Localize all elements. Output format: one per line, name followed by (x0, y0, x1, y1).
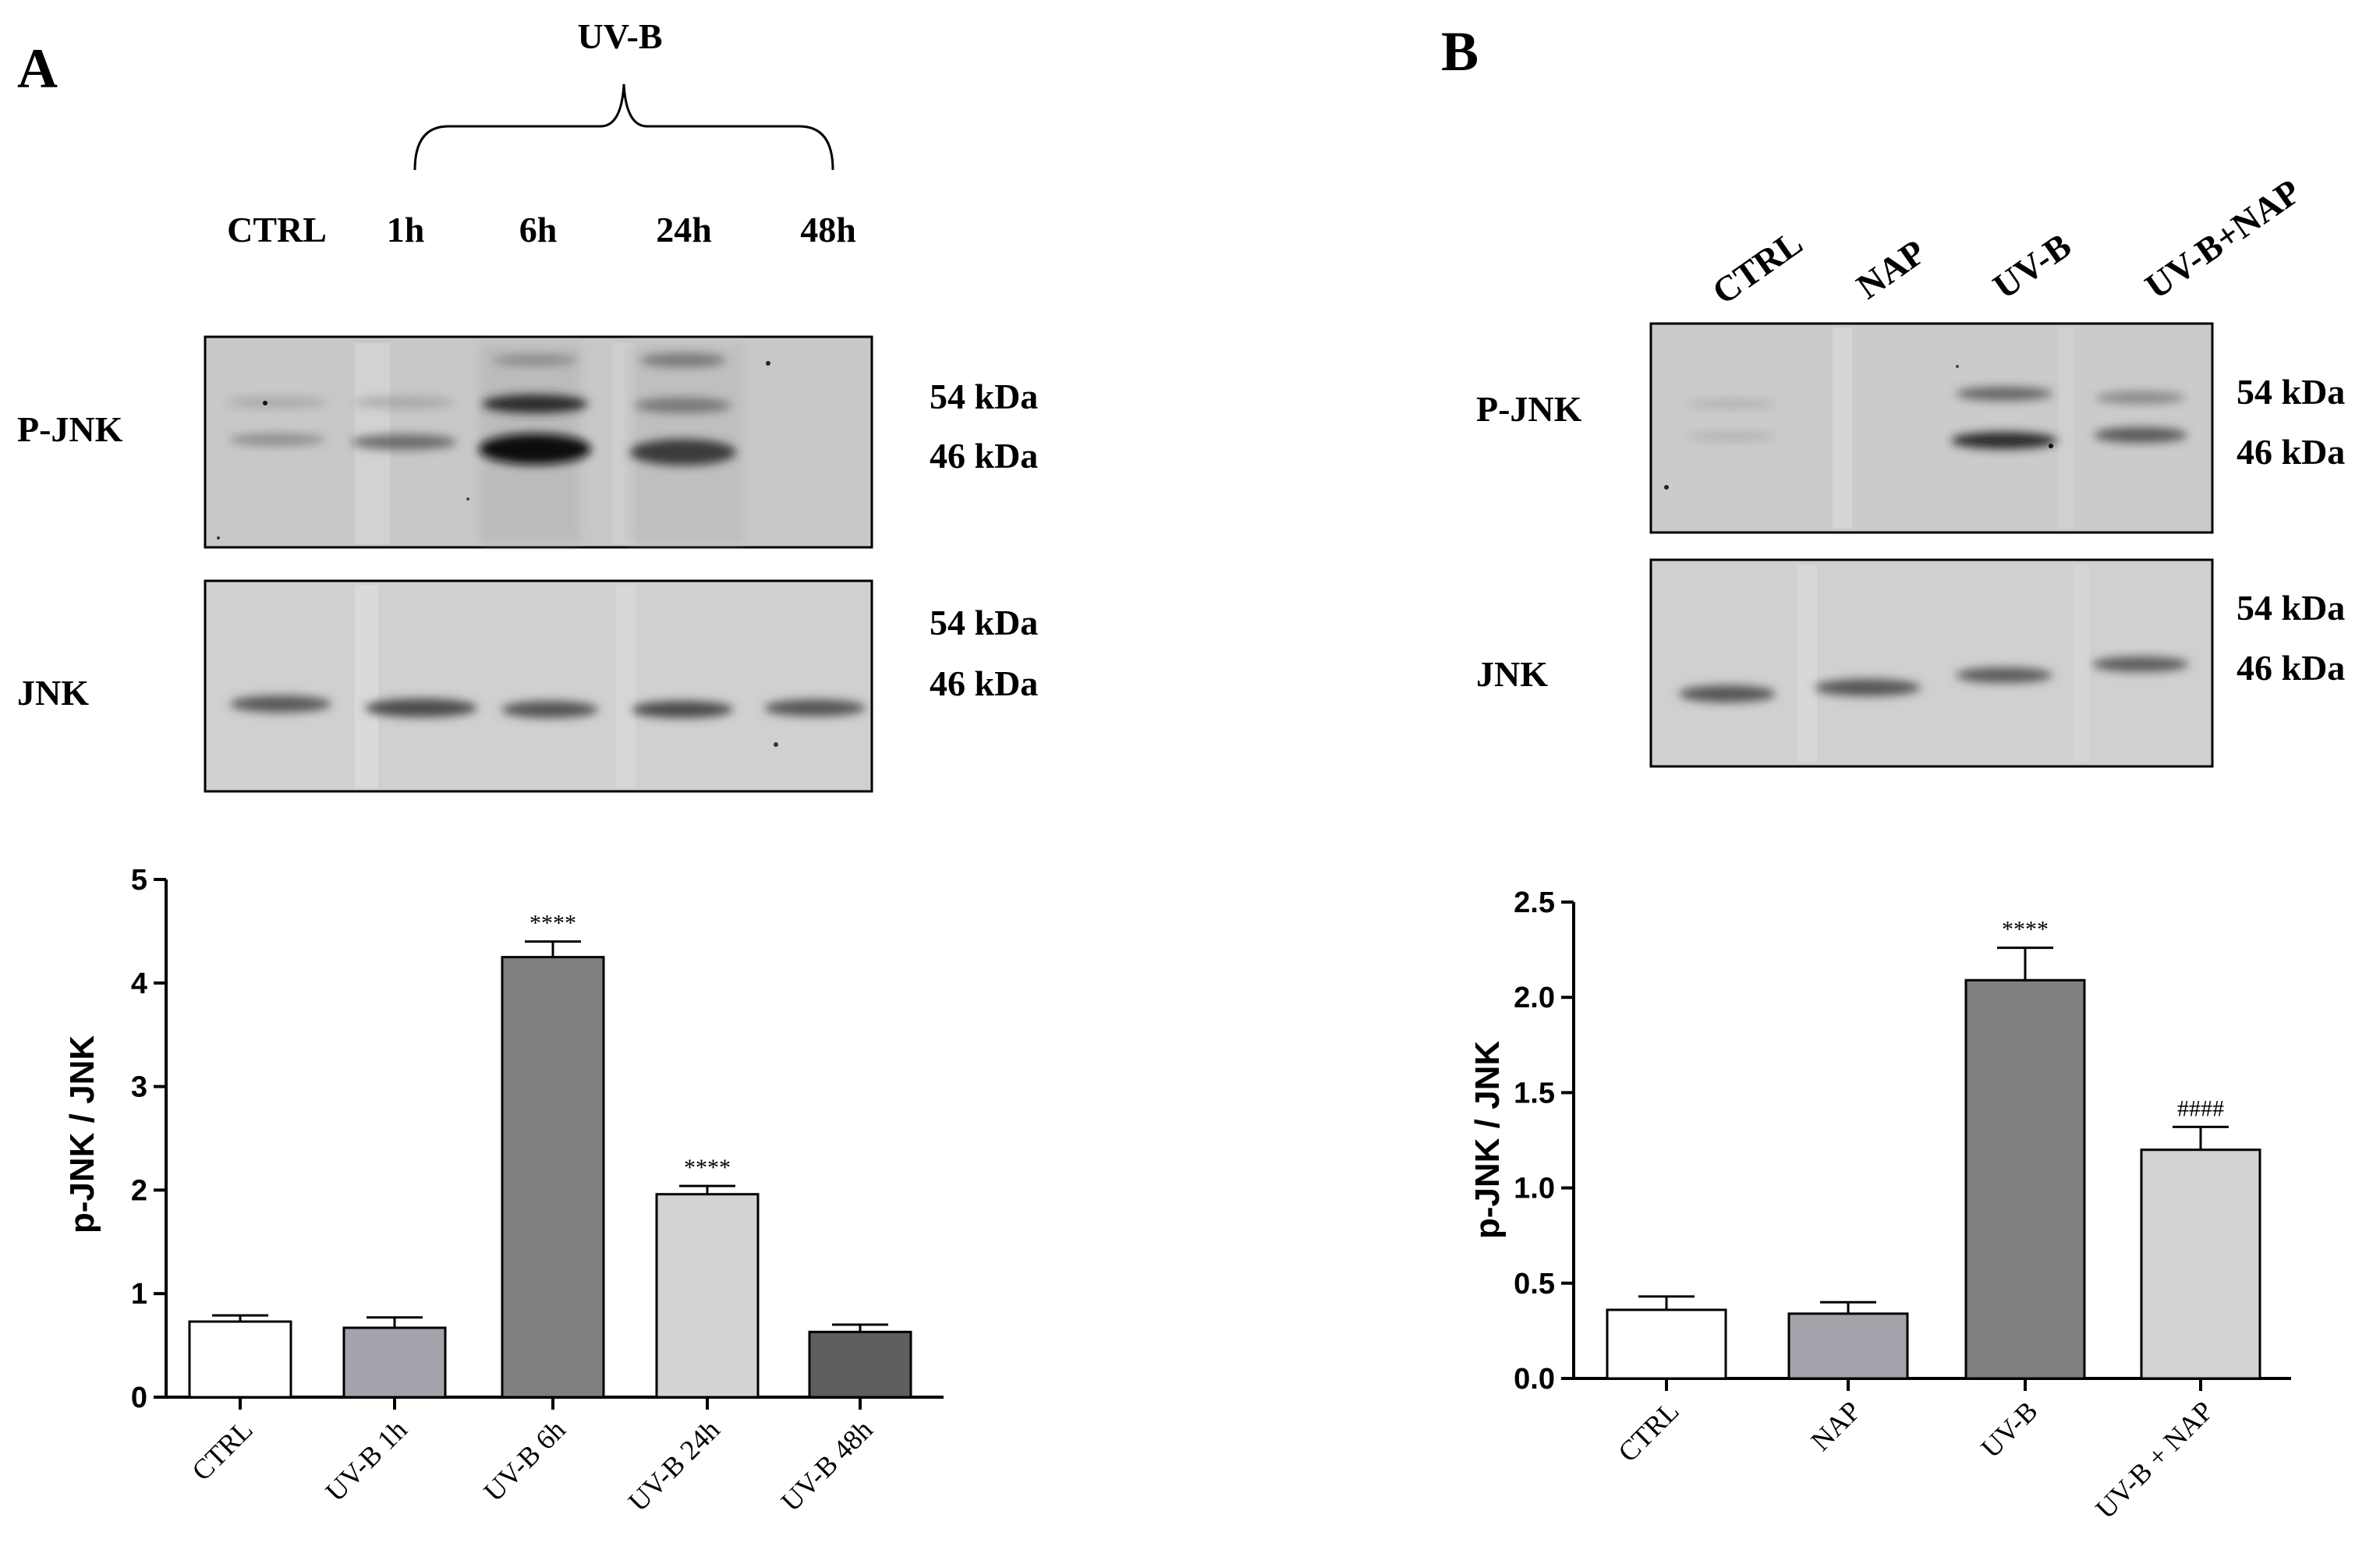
panel-b-lane-labels: CTRL NAP UV-B UV-B+NAP (1705, 172, 2307, 313)
panel-a-bar (188, 1320, 292, 1399)
panel-b-lane-label: CTRL (1705, 222, 1809, 312)
panel-a-jnk-blot (204, 579, 873, 793)
panel-b-bar (2140, 1148, 2261, 1380)
panel-a-lane-label: 1h (387, 210, 425, 249)
panel-b-bar (1606, 1308, 1727, 1380)
panel-a-jnk-kda: 46 kDa (930, 663, 1038, 703)
panel-b-y-tick-label: 0.0 (1514, 1363, 1555, 1396)
panel-a-lane-label: CTRL (227, 210, 327, 249)
panel-b-bar-chart: 0.0 0.5 1.0 1.5 2.0 2.5 p-JNK / JNK CTRL NAP UV-B… (1468, 886, 2291, 1525)
panel-b-pjnk-blot (1649, 322, 2214, 534)
panel-a-uvb-label: UV-B (577, 16, 662, 56)
panel-b-y-axis-label: p-JNK / JNK (1468, 1041, 1507, 1239)
panel-a-pjnk-label: P-JNK (17, 409, 123, 449)
panel-a-bar (808, 1330, 912, 1399)
panel-b-pjnk-kda: 54 kDa (2237, 372, 2345, 412)
panel-b-y-tick-label: 0.5 (1514, 1268, 1555, 1300)
panel-b-y-tick-label: 1.0 (1514, 1173, 1555, 1205)
panel-a-x-tick-label: UV-B 6h (478, 1414, 572, 1507)
panel-a-bar (501, 956, 605, 1399)
panel-a-pjnk-kda: 46 kDa (930, 436, 1038, 476)
panel-a-y-tick-label: 3 (131, 1071, 147, 1104)
panel-b-jnk-kda: 46 kDa (2237, 648, 2345, 688)
panel-b-lane-label: NAP (1849, 232, 1932, 306)
panel-b-pjnk-kda: 46 kDa (2237, 432, 2345, 472)
panel-a-y-tick-label: 0 (131, 1382, 147, 1414)
panel-b-x-tick-label: NAP (1804, 1395, 1866, 1456)
panel-a-x-tick-label: UV-B 1h (320, 1414, 413, 1507)
panel-b-significance-label: #### (2177, 1095, 2224, 1121)
panel-b-x-tick-label: UV-B + NAP (2089, 1395, 2219, 1524)
panel-b-y-tick-label: 1.5 (1514, 1077, 1555, 1109)
panel-a-jnk-kda: 54 kDa (930, 603, 1038, 642)
panel-a-y-tick-label: 4 (131, 968, 147, 1000)
panel-a-bar (342, 1326, 447, 1399)
panel-b-y-tick-label: 2.0 (1514, 982, 1555, 1014)
panel-a-lane-label: 48h (800, 210, 856, 249)
panel-a-lane-label: 24h (656, 210, 712, 249)
panel-b-bar (1964, 978, 2086, 1380)
panel-a-pjnk-kda: 54 kDa (930, 377, 1038, 416)
panel-a-x-tick-label: UV-B 48h (775, 1414, 879, 1517)
panel-b-bar (1787, 1312, 1909, 1380)
panel-a-lane-labels: CTRL 1h 6h 24h 48h (227, 210, 856, 249)
panel-a-y-tick-label: 5 (131, 864, 147, 897)
panel-a-y-tick-label: 1 (131, 1278, 147, 1311)
panel-b-significance-label: **** (2002, 917, 2049, 943)
panel-a-bar-chart: 0 1 2 3 4 5 p-JNK / JNK CTRL UV-B 1h UV-B 6h **** U… (63, 864, 944, 1517)
panel-a-y-axis-label: p-JNK / JNK (63, 1035, 101, 1233)
panel-a-lane-label: 6h (519, 210, 558, 249)
panel-a-jnk-label: JNK (17, 673, 89, 713)
panel-a-uvb-bracket (413, 83, 834, 171)
panel-a-bar (655, 1193, 760, 1399)
panel-a-pjnk-blot (204, 335, 873, 549)
panel-a-significance-label: **** (529, 911, 576, 936)
panel-a-significance-label: **** (684, 1155, 731, 1180)
panel-b-pjnk-label: P-JNK (1476, 389, 1582, 429)
panel-b-y-tick-label: 2.5 (1514, 886, 1555, 919)
panel-b-jnk-blot (1649, 558, 2214, 768)
panel-b-lane-label: UV-B (1985, 225, 2078, 306)
panel-b-x-tick-label: CTRL (1612, 1395, 1684, 1467)
panel-a-x-tick-label: CTRL (186, 1414, 258, 1486)
panel-b-letter: B (1441, 20, 1479, 83)
panel-b-jnk-kda: 54 kDa (2237, 588, 2345, 628)
panel-a-y-tick-label: 2 (131, 1174, 147, 1207)
panel-b-lane-label: UV-B+NAP (2137, 172, 2307, 307)
panel-a-letter: A (17, 37, 58, 100)
panel-a-x-tick-label: UV-B 24h (622, 1414, 726, 1517)
panel-b-x-tick-label: UV-B (1974, 1395, 2043, 1463)
panel-b-jnk-label: JNK (1476, 654, 1548, 694)
